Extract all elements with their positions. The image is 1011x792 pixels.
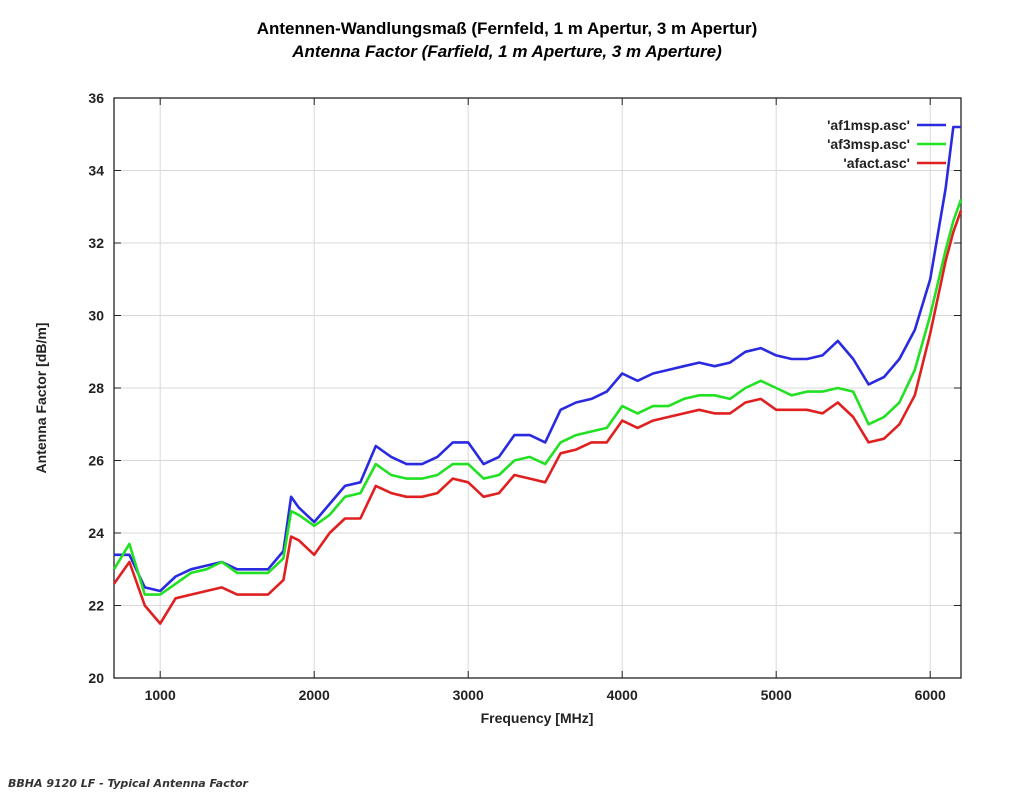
legend-label: 'af3msp.asc' (827, 136, 910, 152)
y-tick-label: 30 (88, 308, 104, 324)
x-tick-label: 1000 (145, 687, 176, 703)
y-tick-label: 34 (88, 163, 104, 179)
legend-label: 'af1msp.asc' (827, 117, 910, 133)
y-tick-label: 28 (88, 380, 104, 396)
y-axis-label: Antenna Factor [dB/m] (33, 323, 49, 474)
series-line-1 (112, 199, 963, 596)
legend: 'af1msp.asc' 'af3msp.asc' 'afact.asc' (827, 117, 946, 171)
series-lines (112, 125, 963, 625)
y-tick-label: 24 (88, 525, 104, 541)
x-tick-label: 4000 (607, 687, 638, 703)
chart-subtitle: Antenna Factor (Farfield, 1 m Aperture, … (291, 42, 722, 61)
x-tick-label: 5000 (761, 687, 792, 703)
y-tick-label: 32 (88, 235, 104, 251)
y-tick-label: 20 (88, 670, 104, 686)
series-line-2 (112, 209, 963, 625)
x-tick-label: 2000 (299, 687, 330, 703)
y-tick-label: 26 (88, 453, 104, 469)
x-axis-label: Frequency [MHz] (481, 710, 594, 726)
figure-caption: BBHA 9120 LF - Typical Antenna Factor (8, 777, 248, 790)
y-tick-label: 22 (88, 598, 104, 614)
plot-frame (113, 97, 962, 679)
series-line-0 (114, 125, 961, 593)
legend-label: 'afact.asc' (843, 155, 910, 171)
chart-title: Antennen-Wandlungsmaß (Fernfeld, 1 m Ape… (257, 19, 758, 38)
x-tick-label: 6000 (915, 687, 946, 703)
x-tick-label: 3000 (453, 687, 484, 703)
y-tick-label: 36 (88, 90, 104, 106)
axis-ticks: 1000 2000 3000 4000 5000 6000 20 22 24 26 28 30 32 34… (88, 90, 961, 703)
